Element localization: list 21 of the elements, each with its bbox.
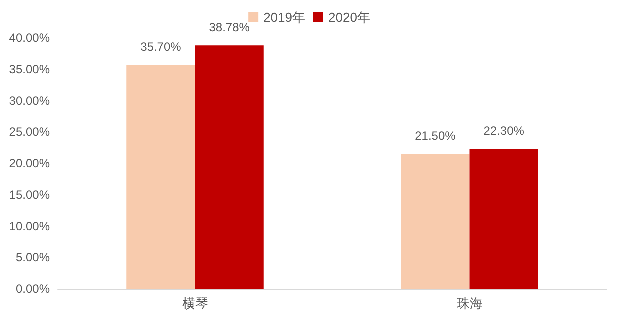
y-tick-label: 15.00% bbox=[9, 188, 50, 202]
y-tick-label: 5.00% bbox=[16, 250, 50, 265]
bar bbox=[126, 64, 196, 289]
y-tick-label: 30.00% bbox=[9, 94, 50, 108]
x-tick-label: 珠海 bbox=[456, 296, 483, 311]
data-label: 22.30% bbox=[484, 124, 525, 138]
y-tick-label: 25.00% bbox=[9, 125, 50, 140]
legend-label: 2019年 bbox=[264, 10, 306, 25]
y-tick-label: 40.00% bbox=[9, 31, 50, 45]
data-label: 35.70% bbox=[140, 40, 182, 54]
y-tick-label: 10.00% bbox=[9, 219, 50, 234]
y-tick-label: 35.00% bbox=[9, 62, 50, 76]
y-tick-label: 0.00% bbox=[16, 282, 50, 296]
x-tick-label: 横琴 bbox=[182, 296, 208, 311]
bar bbox=[401, 154, 470, 289]
data-label: 38.78% bbox=[209, 20, 250, 35]
y-tick-label: 20.00% bbox=[9, 156, 50, 170]
bar bbox=[470, 149, 538, 289]
legend-label: 2020年 bbox=[328, 10, 370, 25]
data-label: 21.50% bbox=[415, 129, 456, 144]
bar bbox=[195, 46, 264, 289]
